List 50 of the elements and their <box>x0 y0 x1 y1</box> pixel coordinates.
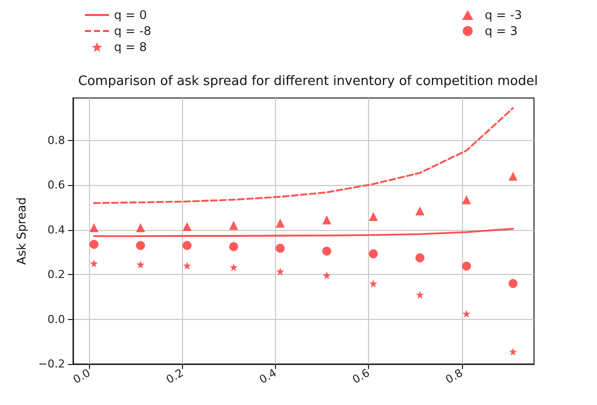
point <box>89 223 98 232</box>
y-tick-label: 0.8 <box>48 134 65 147</box>
point <box>462 310 470 318</box>
y-tick-label: 0.2 <box>48 268 65 282</box>
line-series <box>93 107 514 204</box>
point <box>182 222 192 232</box>
point <box>136 223 146 232</box>
point <box>416 290 424 299</box>
point <box>462 195 471 204</box>
x-tick-label: 0.6 <box>350 366 372 386</box>
point <box>182 241 192 250</box>
chart-title: Comparison of ask spread for different inventory of competition model <box>78 74 538 89</box>
y-tick-label: −0.2 <box>38 358 65 370</box>
point <box>90 259 98 268</box>
point <box>276 244 285 253</box>
y-axis-title: Ask Spread <box>14 197 28 265</box>
point <box>229 242 238 252</box>
point <box>508 172 518 181</box>
point <box>368 249 378 258</box>
legend-label: q = -3 <box>484 8 522 22</box>
x-tick-label: 0.4 <box>257 366 279 386</box>
point <box>136 260 145 269</box>
point <box>322 271 331 280</box>
point <box>183 262 192 270</box>
point <box>462 262 471 271</box>
x-tick-label: 0.2 <box>164 366 186 386</box>
point <box>89 240 98 249</box>
legend-label: q = -8 <box>114 24 152 38</box>
legend-label: q = 3 <box>484 24 518 38</box>
point <box>368 212 378 221</box>
point <box>415 206 424 216</box>
y-tick-label: 0.6 <box>48 178 65 192</box>
point <box>508 279 518 288</box>
point <box>509 348 518 356</box>
point <box>230 263 238 272</box>
point <box>415 253 424 262</box>
x-tick-label: 0.0 <box>70 366 93 386</box>
x-tick-label: 0.8 <box>443 366 466 386</box>
point <box>229 220 238 230</box>
point <box>276 267 284 276</box>
point <box>276 218 285 228</box>
point <box>369 280 378 288</box>
legend-label: q = 0 <box>114 8 147 22</box>
point <box>322 215 332 224</box>
point <box>322 246 332 256</box>
y-tick-label: 0.0 <box>48 312 65 326</box>
point <box>136 241 146 250</box>
line-series <box>93 228 514 238</box>
y-tick-label: 0.4 <box>48 223 65 236</box>
legend-label: q = 8 <box>114 40 147 54</box>
